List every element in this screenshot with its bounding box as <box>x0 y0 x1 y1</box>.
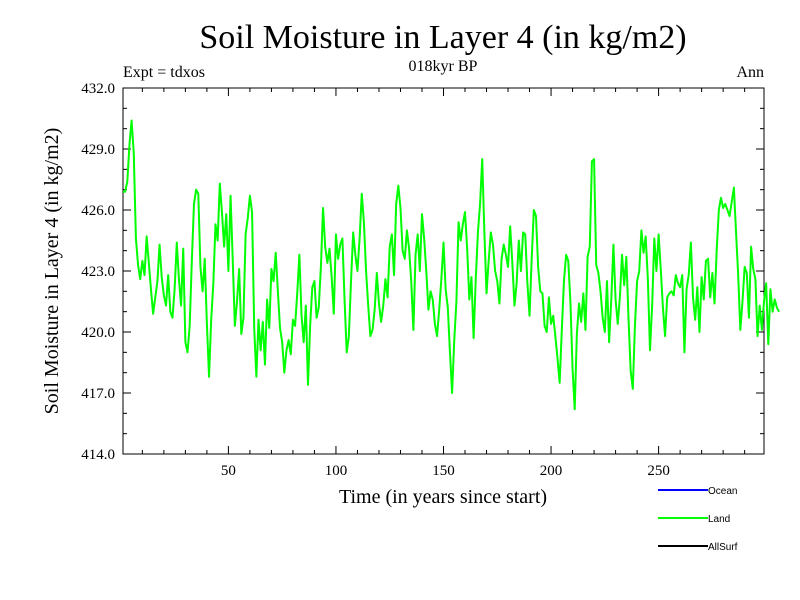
y-tick-label: 426.0 <box>81 203 115 219</box>
chart-title: Soil Moisture in Layer 4 (in kg/m2) <box>199 19 686 56</box>
y-tick-label: 417.0 <box>81 386 115 402</box>
y-tick-label: 429.0 <box>81 142 115 158</box>
legend-label-ocean: Ocean <box>708 486 737 497</box>
x-tick-label: 100 <box>325 463 348 479</box>
y-axis-label: Soil Moisture in Layer 4 (in kg/m2) <box>41 128 63 415</box>
plot-frame <box>122 87 765 455</box>
series-line-land <box>123 119 780 411</box>
season-label: Ann <box>736 64 764 81</box>
chart-subtitle: 018kyr BP <box>409 58 478 75</box>
y-tick-label: 423.0 <box>81 264 115 280</box>
x-tick-labels: 50 100 150 200 250 <box>221 463 670 479</box>
experiment-label: Expt = tdxos <box>123 64 205 81</box>
y-tick-label: 432.0 <box>81 81 115 97</box>
y-tick-label: 414.0 <box>81 447 115 463</box>
x-tick-label: 200 <box>540 463 563 479</box>
x-tick-label: 50 <box>221 463 236 479</box>
legend-label-land: Land <box>708 514 730 525</box>
x-axis-label: Time (in years since start) <box>339 486 547 508</box>
axis-ticks <box>123 88 764 454</box>
legend: Ocean Land AllSurf <box>658 486 738 553</box>
x-tick-label: 150 <box>432 463 455 479</box>
y-tick-label: 420.0 <box>81 325 115 341</box>
legend-label-allsurf: AllSurf <box>708 542 738 553</box>
y-tick-labels: 414.0 417.0 420.0 423.0 426.0 429.0 432.0 <box>81 81 115 463</box>
x-tick-label: 250 <box>647 463 670 479</box>
